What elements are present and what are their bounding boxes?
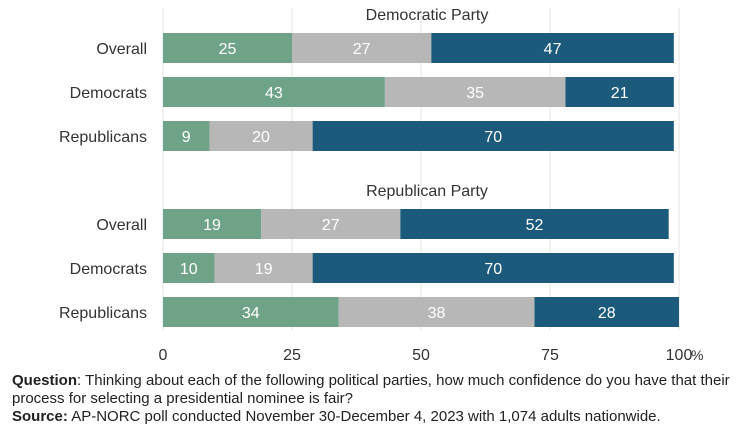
bar-segment bbox=[312, 121, 674, 151]
data-label: 47 bbox=[544, 41, 562, 58]
panel-title: Republican Party bbox=[366, 183, 488, 200]
panel-title: Democratic Party bbox=[366, 7, 489, 24]
data-label: 43 bbox=[265, 85, 283, 102]
stacked-bar-chart: Democratic Party Overall 25 27 47 Democrats 43… bbox=[59, 7, 704, 364]
x-tick-label: 100 bbox=[666, 347, 693, 364]
data-label: 27 bbox=[353, 41, 371, 58]
question-note: Question: Thinking about each of the fol… bbox=[12, 372, 742, 408]
bar-segment bbox=[214, 253, 313, 283]
data-label: 35 bbox=[466, 85, 484, 102]
data-label: 34 bbox=[242, 305, 260, 322]
bar-segment bbox=[292, 33, 432, 63]
category-label: Democrats bbox=[70, 85, 147, 102]
bar-segment bbox=[312, 253, 674, 283]
bar-segment bbox=[163, 77, 385, 107]
data-label: 52 bbox=[526, 217, 544, 234]
bar-segment bbox=[400, 209, 669, 239]
x-tick-label: 0 bbox=[159, 347, 168, 364]
category-label: Republicans bbox=[59, 129, 147, 146]
category-label: Democrats bbox=[70, 261, 147, 278]
question-text: : Thinking about each of the following p… bbox=[12, 372, 730, 407]
bar-segment bbox=[163, 297, 339, 327]
bar-segment bbox=[431, 33, 674, 63]
data-label: 27 bbox=[322, 217, 340, 234]
category-label: Overall bbox=[96, 41, 147, 58]
data-label: 70 bbox=[484, 261, 502, 278]
data-label: 21 bbox=[611, 85, 629, 102]
bar-segment bbox=[163, 33, 292, 63]
data-label: 38 bbox=[428, 305, 446, 322]
bar-segment bbox=[565, 77, 674, 107]
data-label: 70 bbox=[484, 129, 502, 146]
bar-segment bbox=[163, 209, 262, 239]
x-tick-label: 75 bbox=[541, 347, 559, 364]
data-label: 10 bbox=[180, 261, 198, 278]
data-label: 28 bbox=[598, 305, 616, 322]
bar-segment bbox=[261, 209, 401, 239]
data-label: 19 bbox=[203, 217, 221, 234]
question-label: Question bbox=[12, 372, 78, 389]
source-label: Source: bbox=[12, 408, 68, 425]
chart-footer: Question: Thinking about each of the fol… bbox=[12, 372, 742, 426]
data-label: 9 bbox=[182, 129, 191, 146]
bar-segment bbox=[534, 297, 679, 327]
bar-segment bbox=[163, 121, 210, 151]
bar-segment bbox=[209, 121, 313, 151]
source-note: Source: AP-NORC poll conducted November … bbox=[12, 408, 742, 426]
bar-segment bbox=[338, 297, 535, 327]
bar-segment bbox=[384, 77, 566, 107]
category-label: Republicans bbox=[59, 305, 147, 322]
source-text: AP-NORC poll conducted November 30-Decem… bbox=[67, 408, 661, 425]
bar-segment bbox=[163, 253, 215, 283]
data-label: 20 bbox=[252, 129, 270, 146]
data-label: 25 bbox=[219, 41, 237, 58]
x-tick-label: 25 bbox=[283, 347, 301, 364]
category-label: Overall bbox=[96, 217, 147, 234]
data-label: 19 bbox=[255, 261, 273, 278]
x-tick-label: 50 bbox=[412, 347, 430, 364]
x-unit-label: % bbox=[691, 347, 703, 363]
